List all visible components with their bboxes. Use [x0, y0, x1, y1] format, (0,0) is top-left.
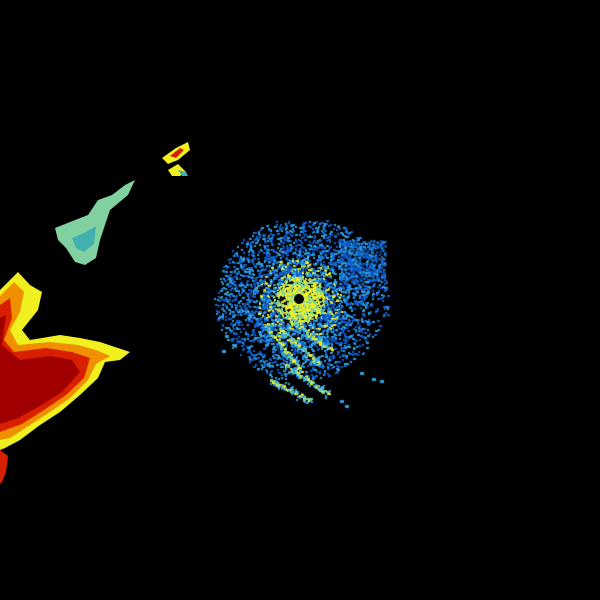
radar-site-marker — [294, 294, 304, 304]
